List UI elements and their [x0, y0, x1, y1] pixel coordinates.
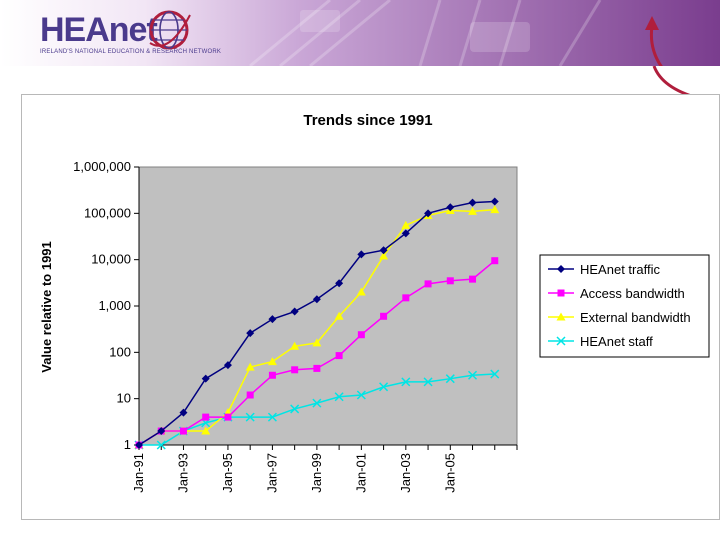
x-tick-label: Jan-99 [309, 453, 324, 493]
data-point [291, 366, 298, 373]
x-tick-label: Jan-91 [131, 453, 146, 493]
x-tick-label: Jan-95 [220, 453, 235, 493]
y-axis-label: Value relative to 1991 [39, 241, 54, 373]
data-point [247, 391, 254, 398]
legend-marker [558, 290, 565, 297]
y-axis-ticks: 1 10 100 1,000 10,000 100,000 1,000,000 [73, 159, 139, 452]
chart-title: Trends since 1991 [303, 112, 432, 129]
trend-chart: Trends since 1991 1 10 100 1,000 10,000 100,0… [22, 95, 719, 519]
x-tick-label: Jan-97 [264, 453, 279, 493]
legend: HEAnet traffic Access bandwidth External b… [540, 255, 709, 357]
data-point [336, 352, 343, 359]
data-point [224, 414, 231, 421]
chart-area: Trends since 1991 1 10 100 1,000 10,000 100,0… [21, 94, 720, 520]
data-point [358, 331, 365, 338]
y-tick-label: 100 [109, 344, 131, 359]
legend-label: HEAnet staff [580, 334, 653, 349]
data-point [447, 277, 454, 284]
data-point [180, 428, 187, 435]
legend-label: Access bandwidth [580, 286, 685, 301]
header-banner: HEAnet IRELAND'S NATIONAL EDUCATION & RE… [0, 0, 720, 66]
x-tick-label: Jan-05 [442, 453, 457, 493]
data-point [202, 414, 209, 421]
data-point [380, 313, 387, 320]
data-point [269, 372, 276, 379]
legend-label: HEAnet traffic [580, 262, 660, 277]
globe-logo-icon [144, 3, 200, 59]
x-tick-label: Jan-93 [175, 453, 190, 493]
data-point [402, 294, 409, 301]
data-point [469, 276, 476, 283]
brand-name: HEAnet [40, 12, 157, 48]
curved-arrow-icon [632, 0, 712, 66]
y-tick-label: 10,000 [91, 252, 131, 267]
y-tick-label: 1 [124, 437, 131, 452]
x-tick-label: Jan-01 [353, 453, 368, 493]
data-point [425, 280, 432, 287]
y-tick-label: 100,000 [84, 205, 131, 220]
data-point [313, 365, 320, 372]
x-tick-label: Jan-03 [398, 453, 413, 493]
x-axis-ticks: Jan-91 Jan-93 Jan-95 Jan-97 Jan-99 Jan-01 Jan-… [131, 445, 517, 493]
y-tick-label: 10 [117, 391, 131, 406]
y-tick-label: 1,000 [98, 298, 131, 313]
data-point [491, 257, 498, 264]
plot-area [139, 167, 517, 445]
legend-label: External bandwidth [580, 310, 691, 325]
y-tick-label: 1,000,000 [73, 159, 131, 174]
